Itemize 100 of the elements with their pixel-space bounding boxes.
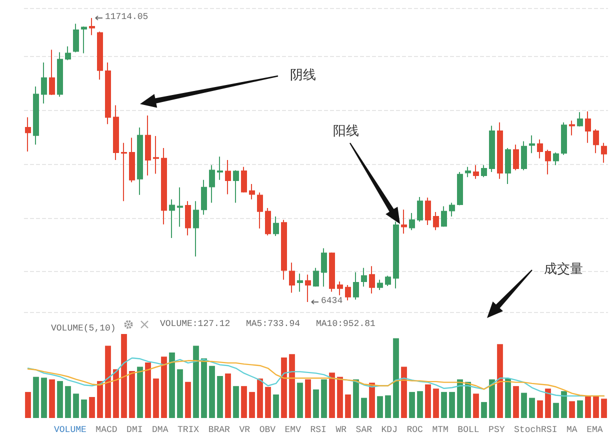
candlestick bbox=[177, 186, 183, 228]
bar bbox=[273, 394, 279, 418]
bar bbox=[425, 384, 431, 418]
text: MTM bbox=[432, 424, 448, 434]
candlestick bbox=[377, 279, 383, 291]
candlestick bbox=[345, 284, 351, 301]
bar bbox=[481, 402, 487, 418]
candlestick bbox=[273, 216, 279, 236]
text: MA5:733.94 bbox=[246, 319, 300, 329]
bar bbox=[457, 379, 463, 418]
candlestick bbox=[593, 128, 599, 154]
candlestick bbox=[209, 164, 215, 204]
bar bbox=[201, 358, 207, 418]
bar bbox=[345, 394, 351, 418]
bar bbox=[497, 344, 503, 418]
text: VOLUME:127.12 bbox=[160, 319, 230, 329]
bar bbox=[281, 358, 287, 418]
text: StochRSI bbox=[514, 424, 558, 434]
candlestick bbox=[249, 184, 255, 200]
text: EMA bbox=[586, 424, 603, 434]
bar bbox=[49, 379, 55, 418]
bar bbox=[129, 370, 135, 418]
candlestick bbox=[73, 23, 79, 53]
candlestick bbox=[497, 122, 503, 180]
bar bbox=[73, 394, 79, 418]
candlestick bbox=[113, 104, 119, 160]
text: RSI bbox=[310, 424, 326, 434]
candlestick bbox=[329, 252, 335, 292]
candlestick bbox=[353, 272, 359, 300]
candlestick bbox=[289, 262, 295, 294]
candlestick bbox=[521, 140, 527, 171]
text: VR bbox=[239, 424, 250, 434]
candlestick bbox=[321, 248, 327, 288]
candlestick bbox=[553, 152, 559, 166]
candlestick bbox=[361, 267, 367, 288]
candlestick bbox=[529, 134, 535, 154]
bar bbox=[489, 379, 495, 418]
text: SAR bbox=[356, 424, 372, 434]
candlestick bbox=[305, 274, 311, 303]
bar bbox=[353, 379, 359, 418]
candlestick bbox=[121, 142, 127, 202]
candlestick bbox=[257, 192, 263, 229]
candlestick bbox=[561, 122, 567, 156]
candlestick bbox=[33, 86, 39, 146]
bar bbox=[441, 392, 447, 418]
bar bbox=[161, 356, 167, 418]
bar bbox=[561, 391, 567, 418]
candlestick bbox=[281, 219, 287, 280]
bar bbox=[529, 398, 535, 418]
candlestick bbox=[577, 112, 583, 127]
candlestick bbox=[449, 202, 455, 217]
bar bbox=[369, 382, 375, 418]
bar bbox=[177, 369, 183, 418]
annotation: 阳线 bbox=[333, 123, 359, 140]
candlestick bbox=[585, 110, 591, 144]
text: KDJ bbox=[381, 424, 398, 434]
bar bbox=[569, 401, 575, 418]
bar bbox=[121, 334, 127, 418]
candlestick bbox=[569, 120, 575, 136]
chart-title: VOLUME(5,10) bbox=[51, 324, 116, 334]
bar bbox=[361, 398, 367, 418]
candlestick bbox=[513, 144, 519, 171]
bar bbox=[505, 378, 511, 418]
candlestick bbox=[313, 267, 319, 288]
bar bbox=[513, 386, 519, 418]
candlestick bbox=[25, 116, 31, 152]
candlestick bbox=[129, 137, 135, 183]
candlestick bbox=[433, 212, 439, 231]
bar bbox=[401, 366, 407, 418]
candlestick bbox=[481, 164, 487, 178]
candlestick bbox=[57, 52, 63, 98]
candlestick bbox=[65, 46, 71, 61]
candlestick bbox=[401, 209, 407, 234]
bar bbox=[57, 381, 63, 418]
bar bbox=[105, 346, 111, 418]
text: MA bbox=[566, 424, 578, 434]
bar bbox=[289, 354, 295, 418]
bar bbox=[225, 373, 231, 418]
candlestick bbox=[81, 26, 87, 54]
candlestick bbox=[169, 198, 175, 239]
bar bbox=[329, 372, 335, 418]
bar bbox=[585, 396, 591, 418]
bar bbox=[337, 376, 343, 418]
candlestick bbox=[489, 125, 495, 172]
bar bbox=[113, 369, 119, 418]
bar bbox=[97, 381, 103, 418]
text: VOLUME bbox=[54, 424, 86, 434]
candlestick bbox=[217, 156, 223, 180]
bar bbox=[169, 352, 175, 418]
bar bbox=[241, 386, 247, 418]
candlestick bbox=[241, 166, 247, 194]
text: BRAR bbox=[208, 424, 230, 434]
candlestick bbox=[417, 196, 423, 222]
bar bbox=[545, 388, 551, 418]
text: MACD bbox=[96, 424, 118, 434]
bar bbox=[433, 388, 439, 418]
candlestick bbox=[545, 149, 551, 175]
bar bbox=[297, 382, 303, 418]
candlestick bbox=[89, 17, 95, 36]
candlestick bbox=[145, 115, 151, 176]
